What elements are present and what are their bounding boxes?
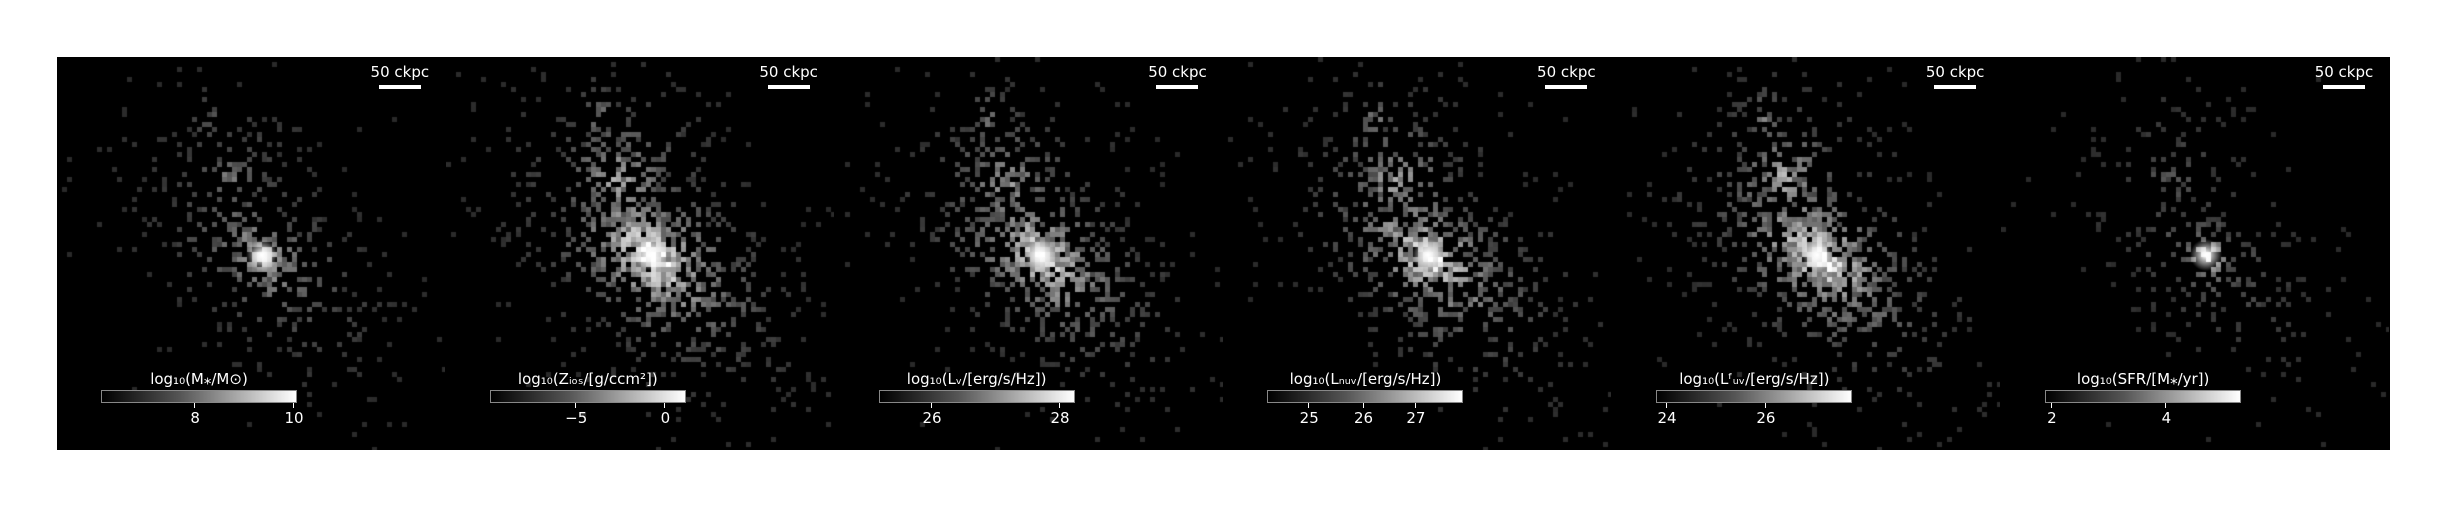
scalebar-line [1934, 85, 1977, 89]
colorbar-gradient: 8 10 [101, 390, 304, 427]
colorbar-gradient: 25 26 27 [1267, 390, 1464, 427]
colorbar-tick-mark [293, 403, 295, 408]
colorbar-tick-mark [194, 403, 196, 408]
colorbar-label: log₁₀(Zᵢₒₛ/[g/ccm²]) [517, 370, 658, 388]
panel-fuv-luminosity: 50 ckpc log₁₀(Lᶠᵤᵥ/[erg/s/Hz]) 24 26 [1612, 57, 2002, 450]
scalebar-label: 50 ckpc [2314, 63, 2374, 81]
scalebar-line [378, 85, 421, 89]
colorbar-tick-mark [1059, 403, 1061, 408]
colorbar-tick-mark [1308, 403, 1310, 408]
scalebar-label: 50 ckpc [370, 63, 430, 81]
colorbar-tick-label: 4 [2161, 409, 2172, 427]
panel-stellar-mass: 50 ckpc log₁₀(M⁎/M⊙) 8 10 [57, 57, 446, 450]
colorbar: log₁₀(Lᶠᵤᵥ/[erg/s/Hz]) 24 26 [1656, 370, 1853, 427]
scalebar-label: 50 ckpc [1537, 63, 1596, 81]
colorbar-tick-mark [2165, 403, 2167, 408]
colorbar: log₁₀(Lₙᵤᵥ/[erg/s/Hz]) 25 26 27 [1267, 370, 1464, 427]
panel-v-luminosity: 50 ckpc log₁₀(Lᵥ/[erg/s/Hz]) 26 28 [834, 57, 1224, 450]
colorbar-label: log₁₀(Lᶠᵤᵥ/[erg/s/Hz]) [1679, 370, 1830, 388]
scalebar: 50 ckpc [369, 63, 431, 89]
colorbar-gradient: 26 28 [878, 390, 1075, 427]
figure: 50 ckpc log₁₀(M⁎/M⊙) 8 10 50 ckpc log₁₀(Z… [57, 57, 2390, 450]
pixel-map [57, 57, 445, 450]
scalebar: 50 ckpc [1146, 63, 1208, 89]
scalebar: 50 ckpc [1924, 63, 1986, 89]
colorbar-tick-mark [931, 403, 933, 408]
pixel-map [2001, 57, 2390, 450]
colorbar: log₁₀(Zᵢₒₛ/[g/ccm²]) −5 0 [489, 370, 686, 427]
pixel-map [1223, 57, 1612, 450]
scalebar-label: 50 ckpc [1148, 63, 1207, 81]
colorbar-tick-label: 27 [1406, 409, 1426, 427]
colorbar-tick-mark [575, 403, 577, 408]
colorbar-tick-mark [2050, 403, 2052, 408]
pixel-map [445, 57, 834, 450]
scalebar: 50 ckpc [1535, 63, 1597, 89]
colorbar-tick-label: 26 [1353, 409, 1374, 427]
colorbar-tick-mark [1362, 403, 1364, 408]
colorbar-label: log₁₀(SFR/[M⁎/yr]) [2076, 370, 2210, 388]
panel-metallicity: 50 ckpc log₁₀(Zᵢₒₛ/[g/ccm²]) −5 0 [445, 57, 835, 450]
scalebar-line [1156, 85, 1199, 89]
colorbar-tick-label: 24 [1657, 409, 1677, 427]
colorbar-tick-mark [664, 403, 666, 408]
scalebar-line [1545, 85, 1588, 89]
colorbar-tick-label: 0 [660, 409, 671, 427]
colorbar-tick-label: 28 [1050, 409, 1070, 427]
scalebar-label: 50 ckpc [1925, 63, 1985, 81]
colorbar-label: log₁₀(Lₙᵤᵥ/[erg/s/Hz]) [1289, 370, 1442, 388]
colorbar-gradient: −5 0 [489, 390, 686, 427]
panel-nuv-luminosity: 50 ckpc log₁₀(Lₙᵤᵥ/[erg/s/Hz]) 25 26 27 [1223, 57, 1613, 450]
colorbar-tick-mark [1666, 403, 1667, 408]
colorbar-tick-label: 26 [1756, 409, 1776, 427]
scalebar-line [767, 85, 810, 89]
scalebar-line [2322, 85, 2365, 89]
scalebar-label: 50 ckpc [759, 63, 818, 81]
colorbar-tick-label: 8 [190, 409, 200, 427]
pixel-map [1612, 57, 2001, 450]
colorbar: log₁₀(M⁎/M⊙) 8 10 [101, 370, 304, 427]
colorbar-tick-mark [1414, 403, 1416, 408]
colorbar-tick-label: 2 [2047, 409, 2057, 427]
colorbar-tick-label: 25 [1299, 409, 1319, 427]
colorbar-tick-label: 26 [922, 409, 942, 427]
pixel-map [834, 57, 1223, 450]
colorbar: log₁₀(Lᵥ/[erg/s/Hz]) 26 28 [878, 370, 1075, 427]
colorbar-label: log₁₀(M⁎/M⊙) [150, 370, 248, 388]
scalebar: 50 ckpc [2313, 63, 2375, 89]
colorbar-gradient: 24 26 [1656, 390, 1853, 427]
scalebar: 50 ckpc [758, 63, 820, 89]
colorbar-tick-label: 10 [284, 409, 304, 427]
colorbar-label: log₁₀(Lᵥ/[erg/s/Hz]) [906, 370, 1047, 388]
colorbar-tick-label: −5 [565, 409, 588, 427]
colorbar-tick-mark [1764, 403, 1766, 408]
